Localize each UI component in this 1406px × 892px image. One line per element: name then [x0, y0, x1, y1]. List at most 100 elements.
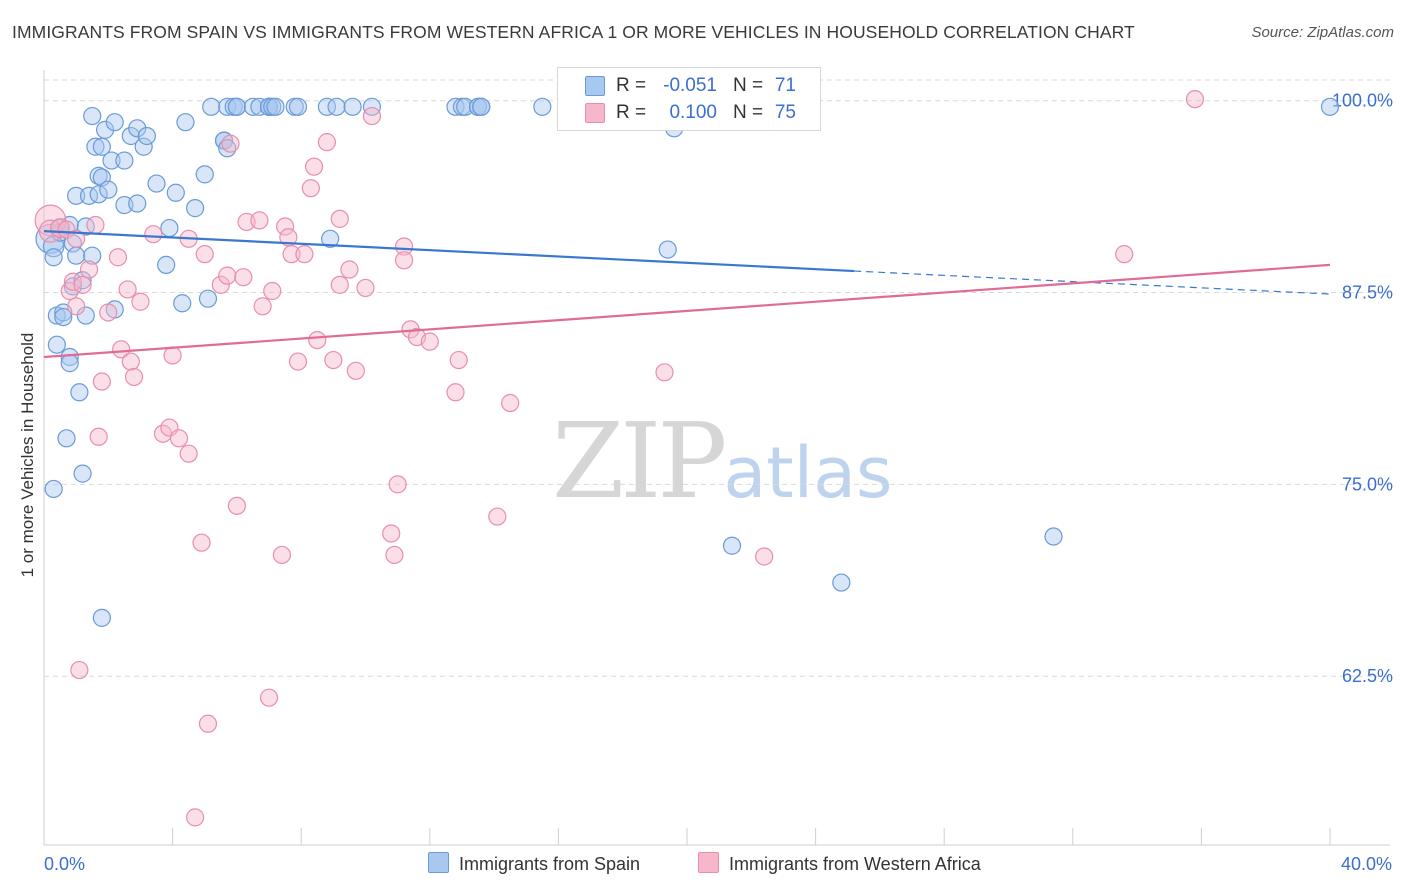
spain-point [70, 383, 89, 402]
wafrica-point [73, 275, 92, 294]
spain-point [456, 97, 475, 116]
wafrica-point [317, 133, 337, 152]
spain-point [99, 180, 118, 199]
legend-swatch-spain [428, 852, 449, 873]
wafrica-point [301, 179, 320, 198]
watermark-zip: ZIP [552, 400, 727, 522]
wafrica-point [179, 444, 198, 463]
stats-row-wafrica: R = 0.100 N = 75 [558, 100, 820, 126]
spain-point [137, 126, 156, 146]
wafrica-point [340, 260, 359, 279]
spain-point [83, 246, 102, 265]
spain-point [147, 174, 166, 193]
wafrica-point [79, 260, 99, 279]
spain-point [44, 248, 63, 267]
spain-point [446, 97, 465, 116]
wafrica-point [420, 332, 439, 351]
wafrica-point [288, 352, 308, 371]
spain-point [202, 97, 221, 116]
wafrica-point [655, 363, 674, 382]
wafrica-point [394, 251, 414, 270]
wafrica-point [308, 330, 327, 350]
wafrica-point [330, 209, 349, 228]
spain-point [198, 289, 218, 308]
wafrica-point [362, 106, 382, 126]
spain-point [173, 294, 192, 313]
spain-point [343, 97, 362, 116]
wafrica-point [449, 350, 468, 370]
spain-point [57, 429, 76, 448]
spain-point [134, 137, 153, 156]
spain-point [160, 218, 179, 238]
spain-point [227, 97, 246, 116]
spain-point [250, 97, 269, 116]
wafrica-point [121, 352, 140, 371]
wafrica-point [108, 248, 128, 267]
wafrica-point [234, 268, 253, 287]
spain-point [176, 113, 195, 132]
spain-point [47, 335, 66, 354]
legend-swatch-wafrica [698, 852, 719, 873]
wafrica-point [385, 545, 404, 565]
spain-point [44, 479, 63, 499]
spain-point [321, 229, 340, 248]
stats-n-label: N = [733, 75, 764, 96]
stats-r-label: R = [616, 75, 647, 96]
y-tick-label: 87.5% [1342, 283, 1393, 303]
wafrica-point [186, 808, 205, 827]
spain-point [102, 151, 121, 170]
wafrica-point [250, 211, 269, 230]
spain-point [1044, 527, 1063, 546]
spain-point [54, 307, 73, 327]
wafrica-point [394, 237, 414, 256]
spain-point [60, 354, 79, 373]
wafrica-point [324, 350, 343, 370]
wafrica-point [282, 245, 301, 264]
spain-point [128, 119, 147, 138]
spain-trend-line-extension [854, 270, 1331, 295]
wafrica-point [227, 496, 246, 515]
spain-point [533, 97, 552, 116]
wafrica-point [99, 303, 118, 322]
spain-point [722, 536, 742, 555]
watermark-atlas: atlas [723, 432, 893, 514]
spain-point [317, 97, 337, 116]
spain-point [76, 306, 95, 325]
wafrica-point [67, 229, 86, 248]
stats-box: R = -0.051 N = 71 R = 0.100 N = 75 [557, 67, 821, 131]
spain-point [115, 151, 134, 170]
spain-point [95, 120, 115, 139]
spain-point [67, 246, 86, 265]
spain-point [1320, 97, 1340, 116]
chart-source: Source: ZipAtlas.com [1251, 24, 1394, 41]
spain-point [157, 255, 176, 275]
wafrica-point [356, 278, 375, 298]
wafrica-point [124, 367, 144, 387]
stats-n-label: N = [733, 102, 764, 123]
x-tick-label: 0.0% [44, 854, 85, 874]
wafrica-point [388, 475, 407, 494]
spain-point [92, 608, 111, 627]
wafrica-point [67, 297, 86, 316]
spain-point [218, 97, 237, 116]
wafrica-point [192, 533, 211, 552]
wafrica-point [195, 245, 214, 264]
spain-point [362, 97, 382, 116]
wafrica-point [112, 340, 131, 359]
spain-point [86, 137, 105, 156]
y-tick-label: 62.5% [1342, 666, 1393, 686]
stats-n-value: 71 [774, 75, 796, 96]
wafrica-point [259, 688, 279, 707]
wafrica-point [346, 361, 365, 380]
wafrica-point [144, 225, 163, 244]
wafrica-point [221, 134, 240, 153]
legend-item-spain[interactable]: Immigrants from Spain [428, 852, 640, 876]
stats-r-label: R = [616, 102, 647, 123]
x-tick-label: 40.0% [1341, 854, 1392, 874]
spain-point [472, 97, 491, 116]
stats-r-value: -0.051 [663, 75, 717, 96]
legend-item-wafrica[interactable]: Immigrants from Western Africa [698, 852, 981, 876]
wafrica-point [755, 547, 774, 566]
